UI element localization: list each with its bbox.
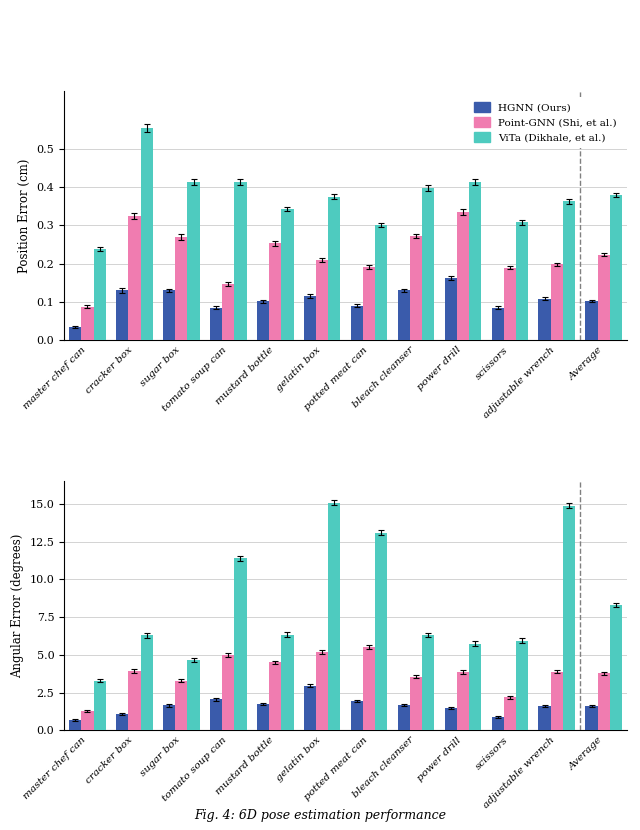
Bar <box>563 201 575 340</box>
Bar <box>538 706 550 730</box>
Bar <box>304 686 316 730</box>
Bar <box>222 284 234 340</box>
Bar <box>328 197 340 340</box>
Bar <box>234 559 246 730</box>
Bar <box>492 717 504 730</box>
Bar <box>504 267 516 340</box>
Bar <box>375 533 387 730</box>
Bar <box>81 306 93 340</box>
Bar <box>375 225 387 340</box>
Bar <box>257 704 269 730</box>
Bar <box>269 243 282 340</box>
Bar <box>141 128 153 340</box>
Bar <box>492 308 504 340</box>
Bar <box>550 671 563 730</box>
Bar <box>175 237 188 340</box>
Bar <box>93 249 106 340</box>
Bar <box>257 301 269 340</box>
Bar <box>269 662 282 730</box>
Bar <box>469 182 481 340</box>
Bar <box>222 655 234 730</box>
Bar <box>188 660 200 730</box>
Bar <box>363 266 375 340</box>
Bar <box>363 647 375 730</box>
Bar <box>422 635 435 730</box>
Bar <box>610 605 622 730</box>
Bar <box>128 216 141 340</box>
Bar <box>128 671 141 730</box>
Bar <box>516 641 528 730</box>
Bar <box>563 505 575 730</box>
Bar <box>163 706 175 730</box>
Bar <box>282 209 294 340</box>
Bar <box>234 182 246 340</box>
Bar <box>141 635 153 730</box>
Legend: HGNN (Ours), Point-GNN (Shi, et al.), ViTa (Dikhale, et al.): HGNN (Ours), Point-GNN (Shi, et al.), Vi… <box>469 96 622 148</box>
Bar <box>316 260 328 340</box>
Bar <box>504 697 516 730</box>
Bar <box>304 296 316 340</box>
Bar <box>351 701 363 730</box>
Bar <box>598 673 610 730</box>
Bar <box>397 290 410 340</box>
Bar <box>316 652 328 730</box>
Bar <box>81 710 93 730</box>
Y-axis label: Angular Error (degrees): Angular Error (degrees) <box>11 534 24 678</box>
Bar <box>282 635 294 730</box>
Bar <box>610 195 622 340</box>
Bar <box>538 299 550 340</box>
Bar <box>469 643 481 730</box>
Bar <box>445 708 457 730</box>
Bar <box>328 502 340 730</box>
Bar <box>163 290 175 340</box>
Bar <box>210 308 222 340</box>
Bar <box>69 327 81 340</box>
Bar <box>93 681 106 730</box>
Bar <box>397 705 410 730</box>
Y-axis label: Position Error (cm): Position Error (cm) <box>18 159 31 273</box>
Bar <box>422 188 435 340</box>
Bar <box>457 212 469 340</box>
Bar <box>116 290 128 340</box>
Text: Fig. 4: 6D pose estimation performance: Fig. 4: 6D pose estimation performance <box>194 808 446 822</box>
Bar <box>410 676 422 730</box>
Bar <box>210 700 222 730</box>
Bar <box>410 236 422 340</box>
Bar <box>457 672 469 730</box>
Bar <box>550 265 563 340</box>
Bar <box>586 300 598 340</box>
Bar <box>69 720 81 730</box>
Bar <box>351 305 363 340</box>
Bar <box>586 706 598 730</box>
Bar <box>445 278 457 340</box>
Bar <box>516 222 528 340</box>
Bar <box>116 714 128 730</box>
Bar <box>598 255 610 340</box>
Bar <box>188 182 200 340</box>
Bar <box>175 681 188 730</box>
